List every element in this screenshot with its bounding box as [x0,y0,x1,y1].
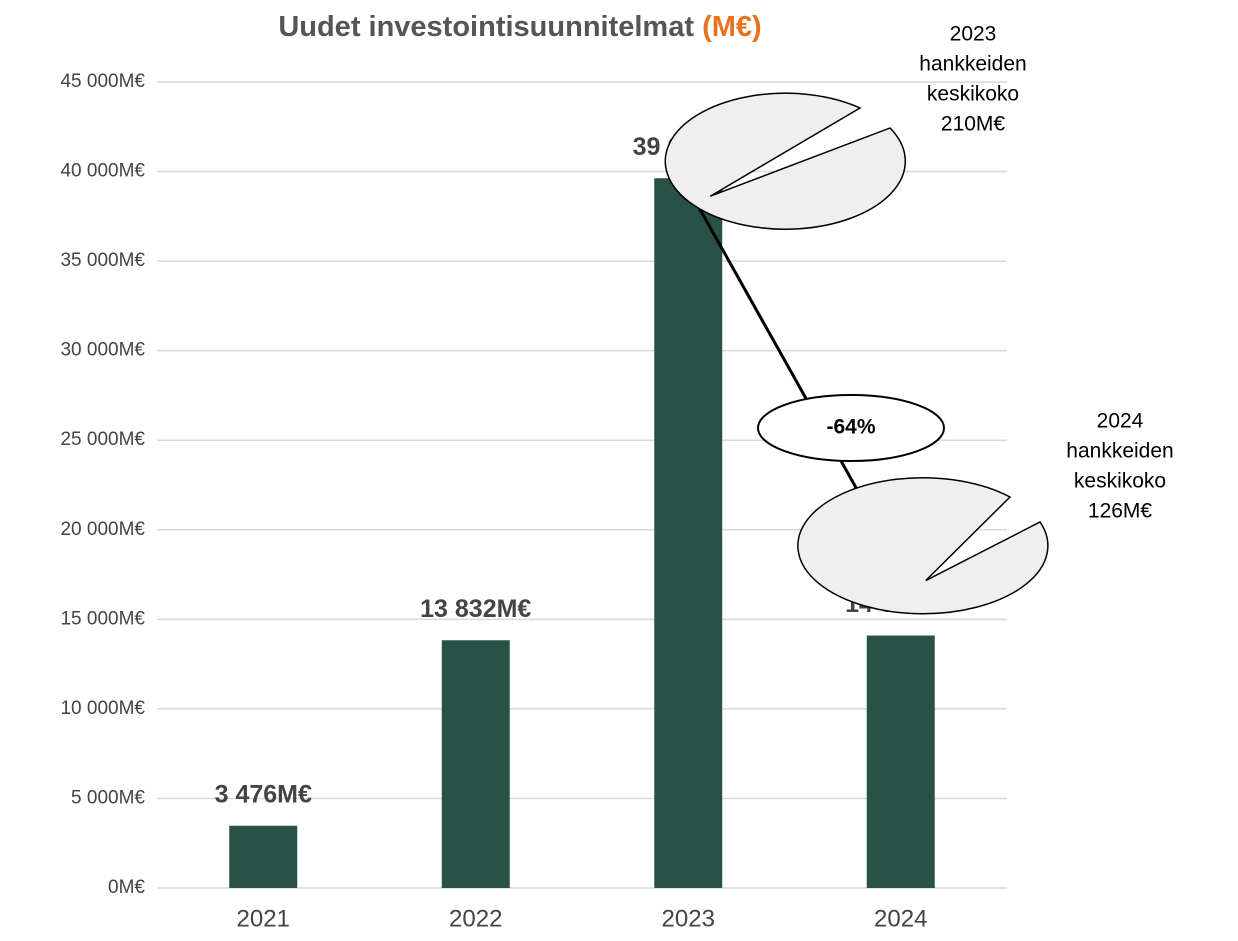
y-tick-label: 5 000M€ [71,787,145,808]
y-tick-label: 45 000M€ [60,71,145,92]
chart-title: Uudet investointisuunnitelmat (M€) [278,11,761,43]
value-label: 3 476M€ [215,780,312,808]
y-tick-label: 40 000M€ [60,161,145,182]
x-tick-label: 2022 [449,905,502,932]
callout [757,394,945,462]
x-tick-label: 2023 [662,905,715,932]
bar [866,635,935,888]
annotation: -64% [826,416,875,439]
title-main: Uudet investointisuunnitelmat [278,11,694,43]
y-tick-label: 25 000M€ [60,429,145,450]
bar [229,825,298,888]
y-tick-label: 0M€ [108,877,145,898]
callout [797,477,1049,615]
annotation: hankkeiden [1066,440,1173,463]
value-label: 13 832M€ [420,595,531,623]
y-tick-label: 35 000M€ [60,250,145,271]
y-tick-label: 15 000M€ [60,608,145,629]
y-tick-label: 10 000M€ [60,698,145,719]
bar [441,640,510,888]
annotation: hankkeiden [919,53,1026,76]
bar [654,178,723,888]
annotation: 210M€ [941,113,1006,136]
annotation: keskikoko [1074,470,1166,493]
annotation: 126M€ [1088,500,1153,523]
y-tick-label: 30 000M€ [60,340,145,361]
callout [664,92,907,230]
annotation: 2023 [950,23,997,46]
annotation: 2024 [1097,410,1144,433]
x-tick-label: 2024 [874,905,927,932]
annotation: keskikoko [927,83,1019,106]
y-tick-label: 20 000M€ [60,519,145,540]
x-tick-label: 2021 [237,905,290,932]
title-unit: (M€) [702,11,762,43]
